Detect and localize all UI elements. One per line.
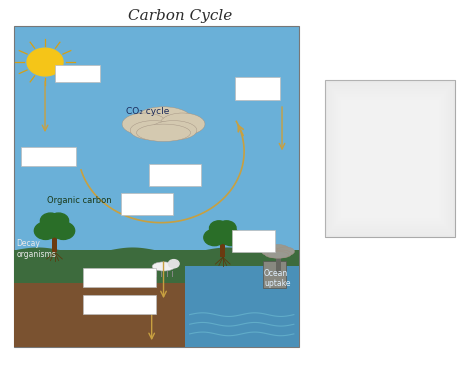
Bar	[364, 127, 416, 191]
Text: Organic carbon: Organic carbon	[47, 196, 112, 204]
Bar	[343, 102, 437, 215]
Bar	[331, 89, 448, 229]
Ellipse shape	[264, 250, 283, 258]
Circle shape	[168, 260, 179, 268]
Text: Carbon Cycle: Carbon Cycle	[128, 9, 232, 23]
Bar	[14, 283, 299, 347]
Circle shape	[40, 213, 61, 228]
Bar	[329, 86, 450, 232]
Bar	[185, 266, 299, 347]
Ellipse shape	[160, 113, 205, 135]
Bar	[325, 80, 455, 237]
Circle shape	[217, 221, 236, 235]
Bar	[347, 108, 432, 210]
Circle shape	[52, 222, 75, 239]
Bar	[327, 83, 453, 234]
Bar	[149, 164, 201, 186]
Ellipse shape	[267, 251, 289, 258]
Bar	[220, 241, 225, 257]
Bar	[336, 94, 444, 223]
Circle shape	[48, 213, 69, 228]
Bar	[232, 230, 275, 252]
Bar	[83, 268, 156, 287]
Bar	[55, 65, 100, 82]
Bar	[361, 124, 419, 193]
Bar	[14, 26, 299, 347]
Bar	[366, 130, 414, 188]
Bar	[21, 147, 76, 166]
Bar	[338, 97, 441, 221]
Circle shape	[209, 222, 237, 243]
Bar	[325, 80, 455, 237]
Bar	[341, 100, 439, 218]
Ellipse shape	[273, 250, 292, 258]
Bar	[334, 91, 446, 226]
Text: Ocean
uptake: Ocean uptake	[264, 269, 291, 288]
Bar	[275, 256, 281, 273]
Bar	[14, 250, 299, 283]
Bar	[368, 132, 412, 185]
Bar	[359, 122, 421, 196]
Circle shape	[27, 48, 63, 76]
Bar	[83, 295, 156, 314]
Circle shape	[210, 221, 228, 235]
Circle shape	[35, 222, 57, 239]
Text: Decay
organisms: Decay organisms	[17, 239, 56, 259]
Bar	[355, 116, 425, 201]
Bar	[52, 235, 57, 252]
Circle shape	[220, 229, 242, 246]
Ellipse shape	[276, 247, 294, 256]
Ellipse shape	[152, 262, 175, 271]
Ellipse shape	[122, 113, 167, 135]
Ellipse shape	[137, 124, 191, 141]
Bar	[121, 193, 173, 215]
Bar	[356, 119, 423, 199]
Bar	[263, 261, 286, 288]
Ellipse shape	[266, 245, 290, 255]
Text: CO₂ cycle: CO₂ cycle	[126, 107, 169, 116]
Bar	[345, 105, 435, 212]
Ellipse shape	[130, 120, 177, 140]
Ellipse shape	[134, 107, 193, 134]
Bar	[350, 111, 430, 207]
Ellipse shape	[150, 120, 197, 140]
Ellipse shape	[261, 247, 279, 256]
Bar	[352, 113, 428, 204]
Circle shape	[40, 214, 69, 237]
Circle shape	[204, 229, 225, 246]
Bar	[235, 77, 280, 100]
